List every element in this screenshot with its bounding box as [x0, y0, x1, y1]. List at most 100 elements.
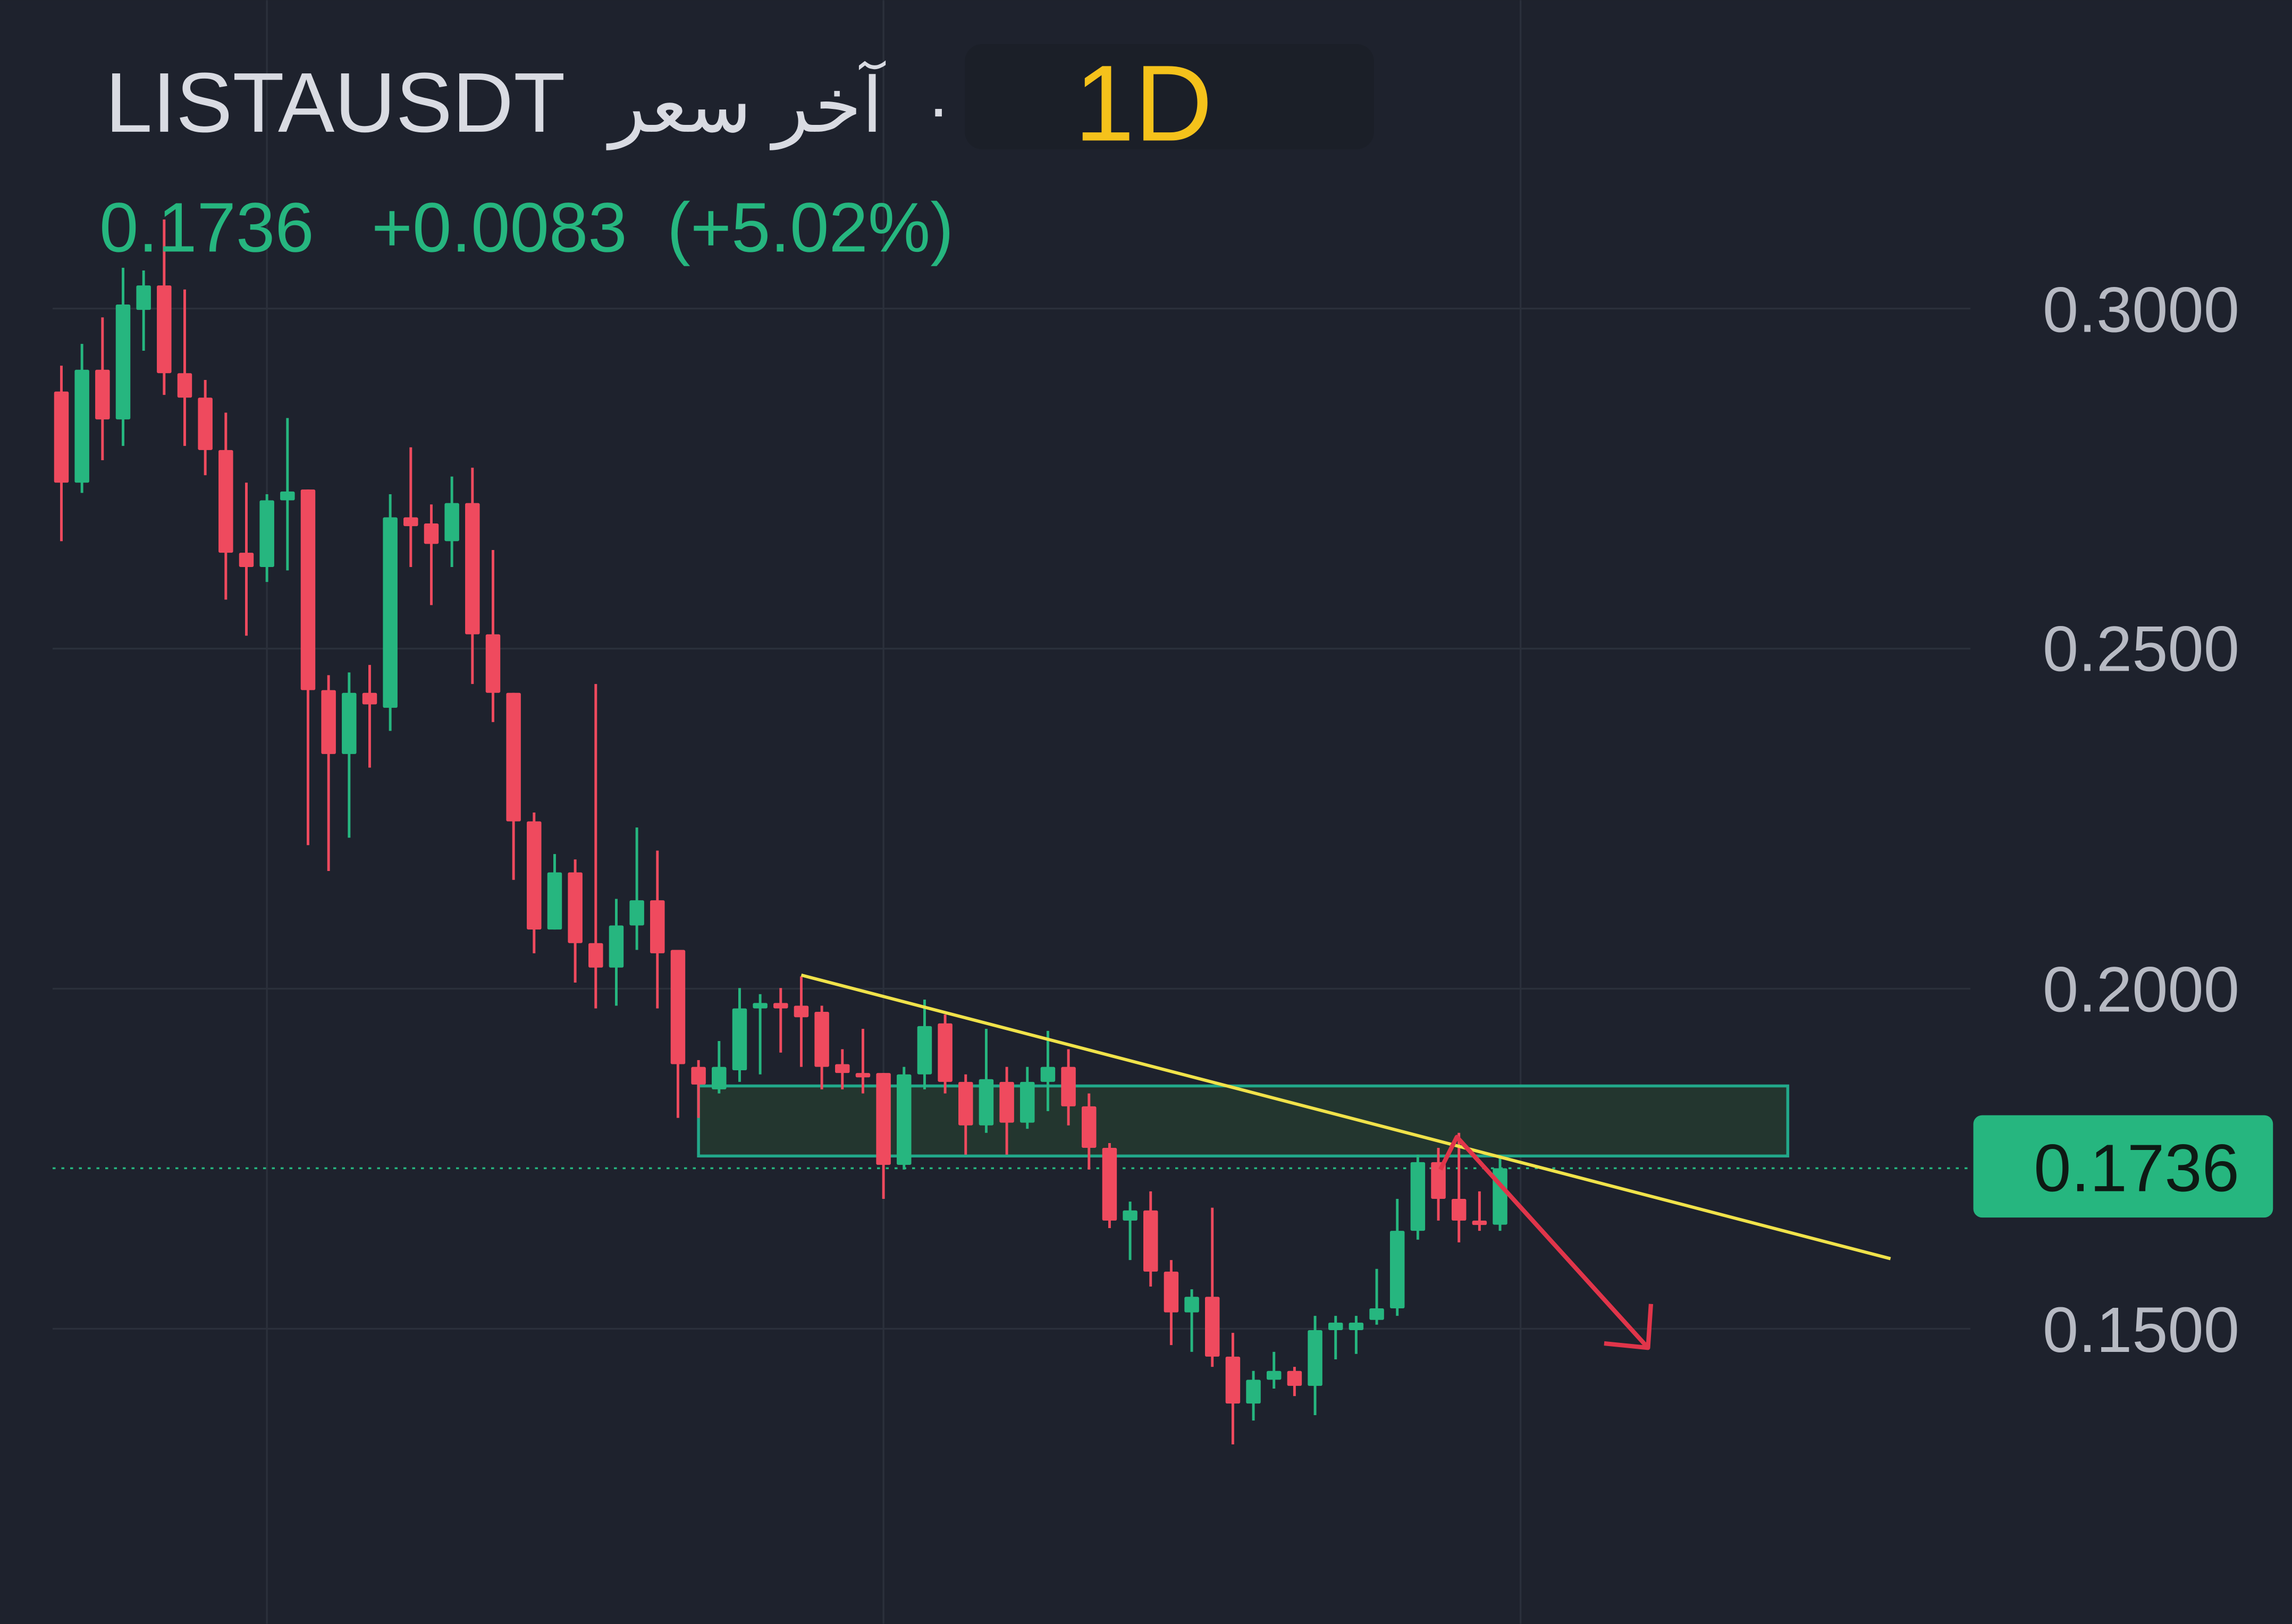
- candle-down: [362, 665, 377, 768]
- candle-down: [835, 1049, 850, 1089]
- candle-up: [732, 988, 747, 1082]
- candle-body: [1389, 1231, 1405, 1309]
- candle-body: [609, 925, 624, 968]
- candle-down: [485, 549, 501, 722]
- candle-down: [198, 380, 213, 476]
- candle-body: [177, 373, 192, 398]
- header-change-percent: (+5.02%): [667, 188, 954, 266]
- price-axis[interactable]: 0.3000 0.2500 0.2000 0.1500 0.1736: [1973, 274, 2273, 1366]
- symbol-title: LISTAUSDT: [105, 55, 566, 150]
- candle-down: [588, 684, 603, 1009]
- grid-lines: [53, 0, 1970, 1624]
- header-change: +0.0083: [372, 188, 627, 266]
- candle-body: [938, 1023, 953, 1082]
- candle-body: [198, 397, 213, 450]
- candle-up: [609, 899, 624, 1006]
- candle-up: [1184, 1289, 1199, 1352]
- candle-up: [280, 418, 295, 571]
- candle-down: [1287, 1367, 1302, 1397]
- interval-label[interactable]: 1D: [1074, 43, 1212, 164]
- candle-body: [814, 1011, 829, 1067]
- candle-body: [74, 369, 89, 483]
- separator: ·: [927, 69, 950, 147]
- candle-body: [897, 1074, 912, 1165]
- zone-rectangle: [697, 1084, 1790, 1158]
- candle-body: [136, 285, 151, 310]
- candle-down: [1061, 1049, 1076, 1126]
- candle-body: [54, 391, 69, 483]
- axis-label: 0.2500: [2043, 613, 2239, 685]
- candle-body: [1266, 1371, 1282, 1380]
- candle-down: [1431, 1147, 1446, 1221]
- candle-up: [136, 270, 151, 351]
- candle-down: [157, 219, 172, 395]
- candle-down: [938, 1014, 953, 1094]
- candle-body: [691, 1067, 706, 1085]
- candle-down: [218, 412, 233, 600]
- candle-down: [54, 366, 69, 542]
- candle-body: [1164, 1271, 1179, 1313]
- candle-up: [1123, 1202, 1137, 1261]
- candle-up: [1308, 1316, 1322, 1415]
- candle-up: [115, 267, 131, 446]
- candle-up: [629, 827, 644, 950]
- candle-body: [485, 634, 501, 693]
- candle-down: [424, 504, 439, 605]
- candle-up: [712, 1041, 727, 1094]
- candle-body: [732, 1008, 747, 1071]
- candle-up: [1020, 1067, 1035, 1129]
- last-price-arabic-label: آخر سعر: [606, 60, 886, 150]
- header-title-line: LISTAUSDT آخر سعر ·: [105, 55, 950, 150]
- candle-body: [794, 1005, 809, 1018]
- candle-down: [465, 468, 480, 684]
- candle-body: [568, 872, 583, 943]
- candle-up: [1389, 1198, 1405, 1316]
- candle-body: [1123, 1210, 1137, 1221]
- candle-down: [1082, 1093, 1097, 1170]
- candle-body: [876, 1073, 891, 1165]
- candle-up: [1328, 1316, 1343, 1359]
- arrow-head: [1604, 1304, 1654, 1350]
- candle-body: [670, 950, 686, 1064]
- candle-up: [342, 672, 357, 838]
- candle-body: [1431, 1162, 1446, 1199]
- candle-body: [1040, 1067, 1056, 1082]
- candle-body: [1225, 1356, 1241, 1404]
- axis-label: 0.3000: [2043, 274, 2239, 346]
- candle-body: [424, 523, 439, 544]
- candle-down: [95, 317, 110, 461]
- support-zone[interactable]: [697, 1084, 1790, 1158]
- candles: [54, 219, 1507, 1444]
- candle-body: [506, 692, 521, 822]
- candle-down: [855, 1028, 871, 1094]
- current-price-tag: [1973, 1115, 2273, 1218]
- candle-body: [1287, 1371, 1302, 1386]
- candle-down: [1225, 1333, 1241, 1444]
- candle-up: [74, 344, 89, 493]
- candle-down: [814, 1005, 829, 1089]
- candle-body: [979, 1079, 994, 1126]
- arrow-shaft: [1438, 1135, 1650, 1350]
- header-price-line: 0.1736 +0.0083 (+5.02%): [99, 188, 954, 266]
- candle-up: [1349, 1316, 1364, 1354]
- candle-body: [157, 285, 172, 374]
- candle-up: [383, 494, 398, 731]
- candle-down: [794, 976, 809, 1067]
- candle-body: [1204, 1297, 1220, 1357]
- candle-body: [280, 491, 295, 501]
- trendline[interactable]: [800, 973, 1891, 1261]
- candle-body: [465, 503, 480, 635]
- candle-body: [1472, 1220, 1487, 1225]
- candle-down: [691, 1060, 706, 1118]
- down-arrow-drawing[interactable]: [1438, 1135, 1654, 1350]
- candle-body: [773, 1003, 788, 1009]
- candle-body: [383, 517, 398, 708]
- candle-up: [444, 476, 459, 567]
- candle-body: [342, 692, 357, 754]
- candle-down: [670, 950, 686, 1118]
- axis-label: 0.1500: [2043, 1293, 2239, 1366]
- candle-body: [1061, 1067, 1076, 1106]
- candle-body: [1246, 1380, 1261, 1404]
